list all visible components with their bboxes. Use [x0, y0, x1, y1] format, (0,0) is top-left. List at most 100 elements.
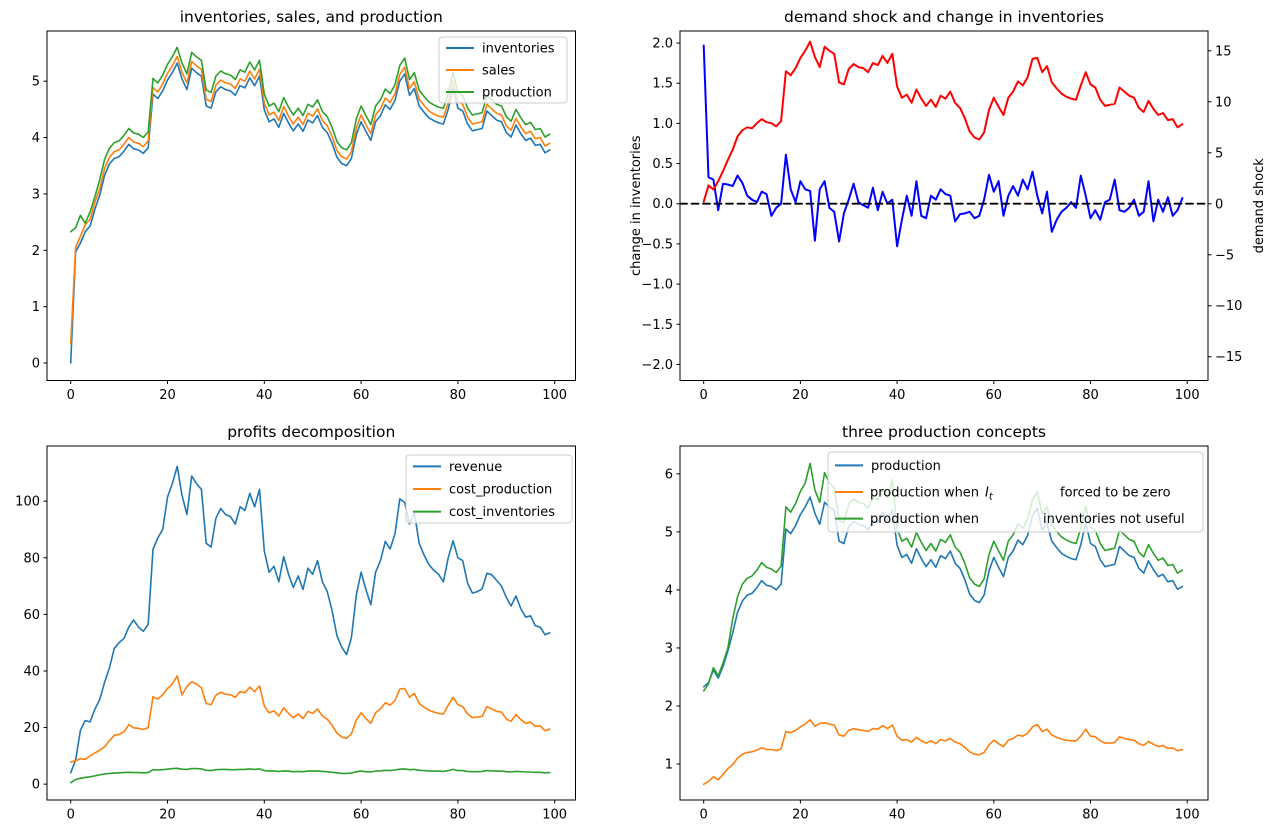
y-tick-label: 1: [665, 758, 673, 773]
y-axis-right: −15 −10 −5 0 5 10 15: [1208, 44, 1242, 365]
line-demand-shock: [702, 40, 1184, 203]
x-tick-label: 80: [450, 808, 467, 823]
y-tick-label: 0.0: [652, 197, 673, 212]
x-tick-label: 20: [792, 808, 809, 823]
line-cost-inventories: [69, 767, 551, 784]
legend-label: production: [871, 459, 941, 474]
legend-label: cost_inventories: [449, 505, 555, 520]
y-tick-label: 1.5: [652, 77, 673, 92]
y-tick-label: 5: [665, 525, 673, 540]
x-tick-label: 100: [542, 808, 567, 823]
y-tick-label: 2.0: [652, 37, 673, 52]
legend-label: sales: [482, 64, 515, 79]
legend-label: production when inventories not useful: [870, 512, 1185, 527]
legend-label: revenue: [449, 460, 502, 475]
line-production-when-inventories-not-useful: [702, 462, 1184, 692]
y-tick-label: 5: [32, 75, 40, 90]
y2-tick-label: 10: [1215, 95, 1232, 110]
x-tick-label: 60: [986, 808, 1003, 823]
x-tick-label: 80: [450, 388, 467, 403]
x-tick-label: 0: [67, 808, 75, 823]
legend-label: production: [482, 86, 552, 101]
plot-area: [680, 40, 1208, 248]
x-tick-label: 20: [792, 388, 809, 403]
line-sales: [69, 55, 551, 345]
x-tick-label: 20: [159, 388, 176, 403]
legend-box: [827, 451, 1204, 533]
x-tick-label: 0: [700, 808, 708, 823]
x-tick-label: 60: [353, 808, 370, 823]
line-production: [702, 496, 1184, 688]
y-tick-label: 20: [23, 721, 40, 736]
y-tick-label: −2.0: [641, 358, 673, 373]
y-tick-label: −1.5: [641, 318, 673, 333]
y-axis: 1 2 3 4 5 6: [665, 467, 680, 773]
x-tick-label: 0: [700, 388, 708, 403]
y-tick-label: 60: [23, 608, 40, 623]
y-axis: 0 1 2 3 4 5: [32, 75, 47, 372]
x-tick-label: 60: [986, 388, 1003, 403]
x-tick-label: 40: [889, 388, 906, 403]
y2-tick-label: 0: [1215, 197, 1223, 212]
plot-border: [46, 30, 576, 381]
y-tick-label: 1: [32, 300, 40, 315]
subplot-three-production-concepts: 0 20 40 60 80 100 1 2 3 4 5 6 three production conce…: [665, 423, 1209, 823]
y-tick-label: −1.0: [641, 278, 673, 293]
x-tick-label: 20: [159, 808, 176, 823]
y-tick-label: 80: [23, 551, 40, 566]
x-tick-label: 100: [542, 388, 567, 403]
y-tick-label: 100: [15, 495, 40, 510]
x-axis: 0 20 40 60 80 100: [700, 800, 1200, 823]
subplot-inventories-sales-production: 0 20 40 60 80 100 0 1 2 3 4 5 inventories, sales, an…: [32, 8, 576, 403]
line-change-in-inventories: [702, 44, 1184, 248]
x-tick-label: 40: [256, 808, 273, 823]
y-tick-label: 1.0: [652, 117, 673, 132]
x-tick-label: 80: [1082, 808, 1099, 823]
y2-tick-label: −5: [1215, 248, 1234, 263]
y-tick-label: 4: [665, 583, 673, 598]
y-tick-label: 4: [32, 131, 40, 146]
plot-area: [69, 465, 551, 784]
y-tick-label: 0: [32, 357, 40, 372]
chart-title: inventories, sales, and production: [180, 8, 443, 26]
legend-box: [438, 36, 568, 104]
y2-tick-label: −10: [1215, 299, 1242, 314]
subplot-profits-decomposition: 0 20 40 60 80 100 0 20 40 60 80 100 profits decompos…: [15, 423, 576, 823]
y-tick-label: 0: [32, 778, 40, 793]
plot-area: [69, 46, 551, 364]
y2-tick-label: 15: [1215, 44, 1232, 59]
x-tick-label: 100: [1175, 388, 1200, 403]
x-axis: 0 20 40 60 80 100: [67, 380, 567, 403]
y-axis: −2.0 −1.5 −1.0 −0.5 0.0 0.5 1.0 1.5 2.0: [641, 37, 680, 373]
y-tick-label: 2: [665, 699, 673, 714]
x-tick-label: 40: [889, 808, 906, 823]
x-axis: 0 20 40 60 80 100: [67, 800, 567, 823]
line-cost-production: [69, 674, 551, 763]
x-axis: 0 20 40 60 80 100: [700, 380, 1200, 403]
x-tick-label: 0: [67, 388, 75, 403]
y-tick-label: 2: [32, 244, 40, 259]
legend-label: production when It forced to be zero: [870, 486, 1171, 503]
legend: revenue cost_production cost_inventories: [405, 454, 573, 524]
legend: inventories sales production: [438, 36, 568, 104]
y-tick-label: 40: [23, 664, 40, 679]
chart-title: three production concepts: [842, 423, 1046, 441]
line-production-when-it-forced-to-be-zero: [702, 719, 1184, 786]
line-inventories: [69, 62, 551, 364]
y2-tick-label: 5: [1215, 146, 1223, 161]
plot-border: [679, 30, 1209, 381]
y-tick-label: −0.5: [641, 237, 673, 252]
y-tick-label: 3: [665, 641, 673, 656]
chart-title: demand shock and change in inventories: [784, 8, 1104, 26]
line-revenue: [69, 465, 551, 774]
legend-label: cost_production: [449, 483, 552, 498]
y-axis: 0 20 40 60 80 100: [15, 495, 47, 793]
plot-area: [702, 462, 1184, 786]
legend: production production when It forced to be…: [827, 451, 1204, 533]
y-tick-label: 3: [32, 187, 40, 202]
x-tick-label: 60: [353, 388, 370, 403]
y2-tick-label: −15: [1215, 350, 1242, 365]
legend-label: inventories: [482, 42, 555, 57]
